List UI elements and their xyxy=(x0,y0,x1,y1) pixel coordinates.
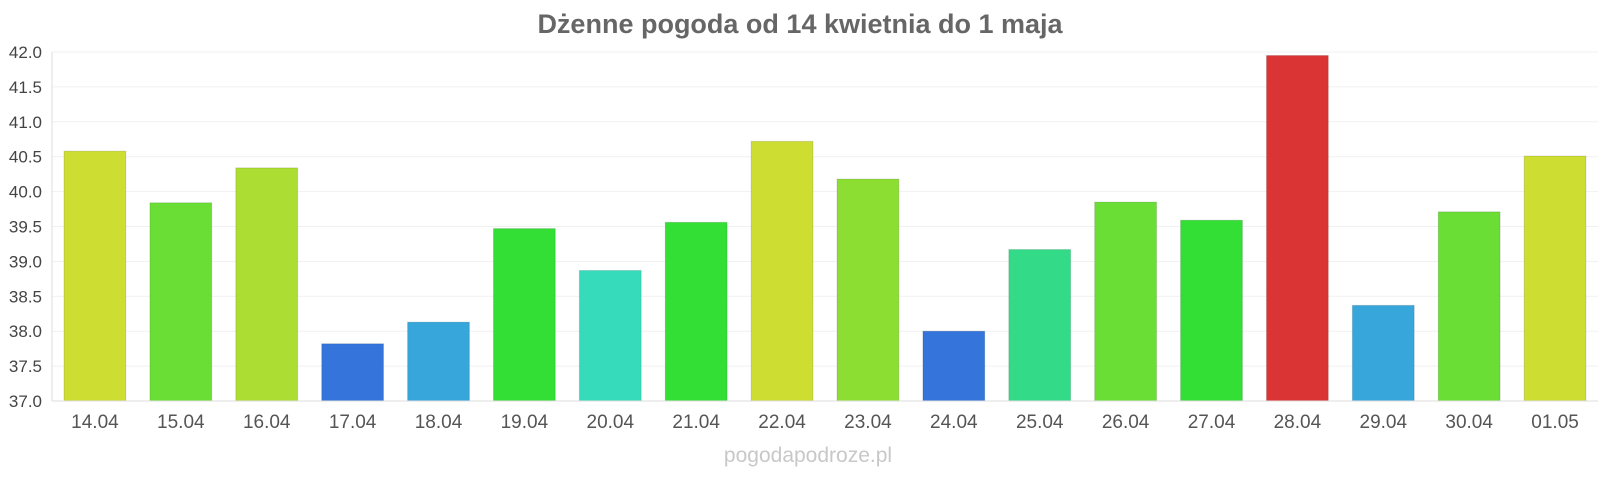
x-tick-label: 29.04 xyxy=(1360,412,1408,433)
bar-30.04 xyxy=(1437,211,1501,402)
y-axis: 37.0 37.5 38.0 38.5 39.0 39.5 40.0 40.5 41.0 41.5… xyxy=(9,43,53,411)
y-tick-label: 41.5 xyxy=(9,78,42,97)
x-tick-label: 19.04 xyxy=(501,412,549,433)
bar-24.04 xyxy=(922,330,986,402)
y-tick-label: 40.0 xyxy=(9,183,42,202)
bar-29.04 xyxy=(1351,304,1415,402)
grid xyxy=(52,51,1598,367)
bar-25.04 xyxy=(1008,249,1072,402)
x-tick-label: 22.04 xyxy=(758,412,806,433)
bar-21.04 xyxy=(664,221,728,402)
x-tick-label: 27.04 xyxy=(1188,412,1236,433)
y-tick-label: 38.0 xyxy=(9,322,42,341)
bar-27.04 xyxy=(1180,219,1243,402)
x-tick-label: 15.04 xyxy=(157,412,205,433)
y-tick-label: 42.0 xyxy=(9,43,42,62)
x-tick-label: 25.04 xyxy=(1016,412,1064,433)
x-tick-label: 23.04 xyxy=(844,412,892,433)
x-tick-label: 14.04 xyxy=(71,412,119,433)
y-tick-label: 39.0 xyxy=(9,252,42,271)
x-tick-label: 21.04 xyxy=(672,412,720,433)
x-tick-label: 01.05 xyxy=(1531,412,1579,433)
bars xyxy=(63,54,1587,402)
y-tick-label: 37.5 xyxy=(9,357,42,376)
chart-title: Dżenne pogoda od 14 kwietnia do 1 maja xyxy=(537,9,1063,39)
bar-18.04 xyxy=(407,321,470,402)
watermark: pogodapodroze.pl xyxy=(724,444,892,467)
x-tick-label: 26.04 xyxy=(1102,412,1150,433)
bar-28.04 xyxy=(1265,54,1329,402)
bar-01.05 xyxy=(1523,155,1587,402)
bar-15.04 xyxy=(149,202,213,402)
x-tick-label: 24.04 xyxy=(930,412,978,433)
x-tick-label: 16.04 xyxy=(243,412,291,433)
x-tick-label: 28.04 xyxy=(1274,412,1322,433)
x-axis: 14.04 15.04 16.04 17.04 18.04 19.04 20.04 21.04… xyxy=(52,400,1598,433)
bar-22.04 xyxy=(750,140,814,402)
x-tick-label: 30.04 xyxy=(1445,412,1493,433)
y-tick-label: 39.5 xyxy=(9,218,42,237)
x-tick-label: 18.04 xyxy=(415,412,463,433)
y-tick-label: 38.5 xyxy=(9,287,42,306)
y-tick-label: 37.0 xyxy=(9,392,42,411)
y-tick-label: 40.5 xyxy=(9,148,42,167)
x-tick-label: 17.04 xyxy=(329,412,377,433)
bar-20.04 xyxy=(578,269,642,402)
bar-16.04 xyxy=(235,167,299,402)
x-tick-label: 20.04 xyxy=(587,412,635,433)
bar-19.04 xyxy=(492,228,556,402)
bar-14.04 xyxy=(63,150,127,402)
bar-17.04 xyxy=(321,343,385,402)
bar-26.04 xyxy=(1094,201,1158,402)
bar-23.04 xyxy=(836,178,900,402)
y-tick-label: 41.0 xyxy=(9,113,42,132)
